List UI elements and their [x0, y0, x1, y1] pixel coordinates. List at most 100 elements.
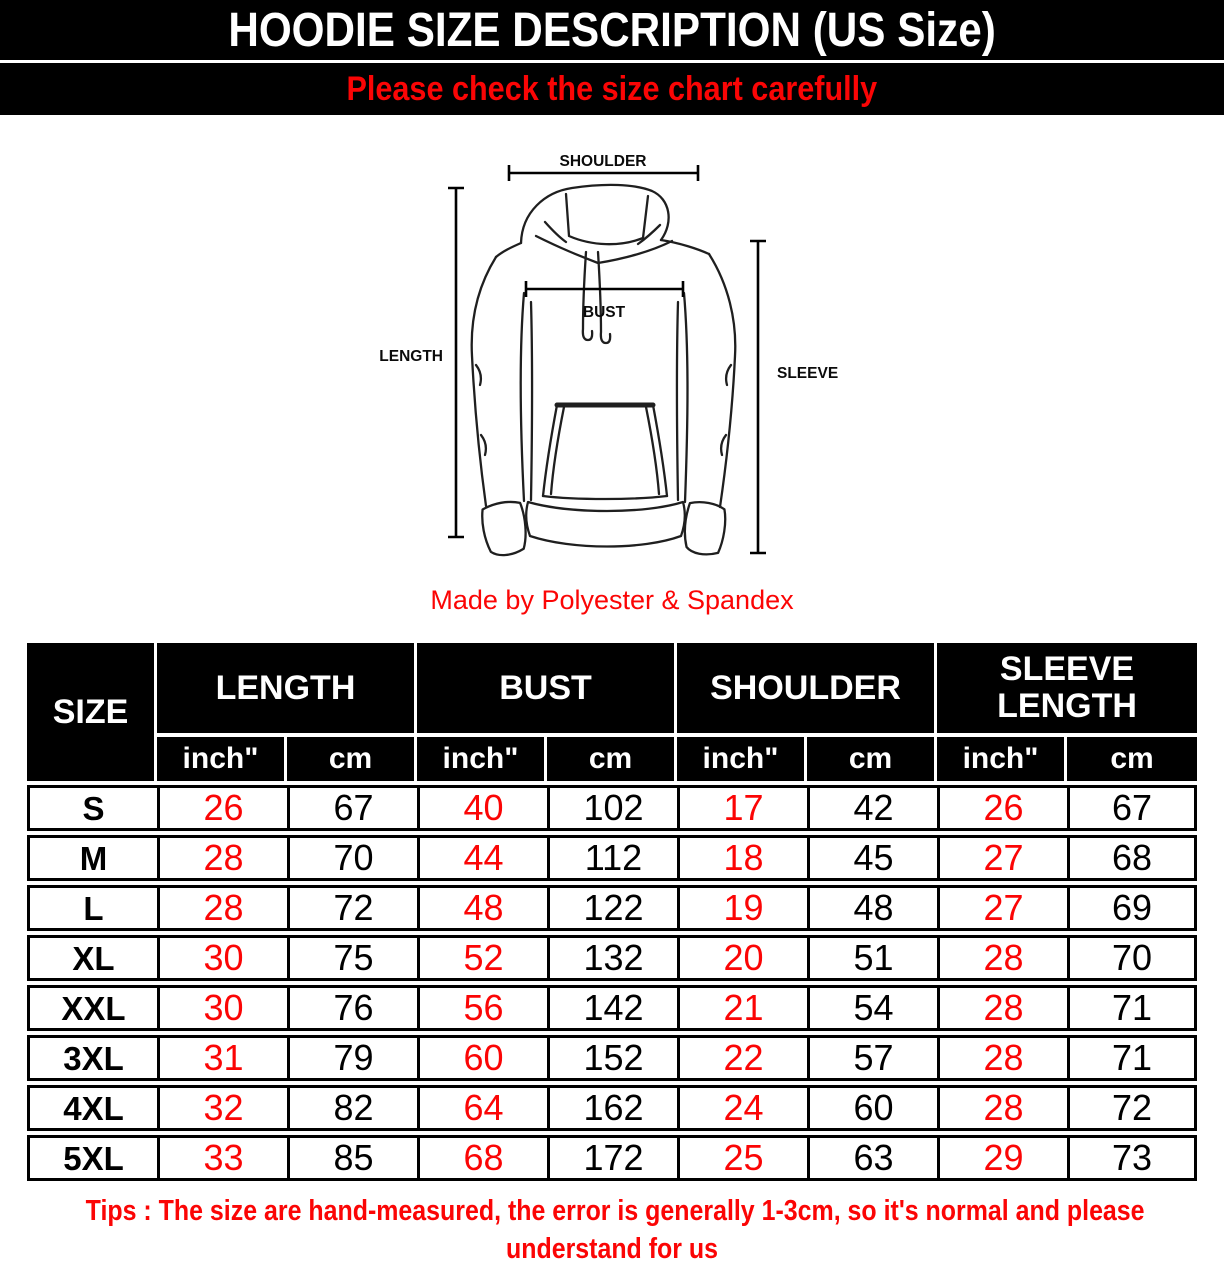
size-cell: 5XL — [27, 1135, 157, 1181]
shoulder-cm-cell: 42 — [807, 785, 938, 831]
table-row-xl: XL 30 75 52 132 20 51 28 70 — [27, 935, 1198, 981]
shoulder-cm-cell: 51 — [807, 935, 938, 981]
size-cell: 3XL — [27, 1035, 157, 1081]
hoodie-drawing — [470, 183, 737, 557]
shoulder-measure-line — [507, 165, 700, 181]
length-cm-cell: 70 — [287, 835, 417, 881]
sleeve-cm-cell: 71 — [1067, 1035, 1198, 1081]
tips-line-2: understand for us — [505, 1233, 718, 1265]
sleeve-inch-cell: 28 — [937, 1035, 1068, 1081]
length-cm-cell: 79 — [287, 1035, 417, 1081]
length-inch-cell: 28 — [157, 835, 287, 881]
sleeve-cm-cell: 73 — [1067, 1135, 1198, 1181]
bust-cm-cell: 162 — [547, 1085, 677, 1131]
sleeve-cm-cell: 67 — [1067, 785, 1198, 831]
length-cm-cell: 76 — [287, 985, 417, 1031]
tips-note: Tips : The size are hand-measured, the e… — [0, 1192, 1224, 1268]
sleeve-inch-cell: 29 — [937, 1135, 1068, 1181]
unit-header-cm: cm — [807, 737, 938, 781]
length-inch-cell: 30 — [157, 935, 287, 981]
left-sleeve — [470, 255, 526, 508]
shoulder-inch-cell: 24 — [677, 1085, 807, 1131]
title-banner: HOODIE SIZE DESCRIPTION (US Size) — [0, 0, 1224, 60]
sleeve-cm-cell: 70 — [1067, 935, 1198, 981]
table-row-xxl: XXL 30 76 56 142 21 54 28 71 — [27, 985, 1198, 1031]
sleeve-inch-cell: 27 — [937, 835, 1068, 881]
bust-inch-cell: 44 — [417, 835, 547, 881]
length-cm-cell: 72 — [287, 885, 417, 931]
shoulder-inch-cell: 17 — [677, 785, 807, 831]
col-header-sleeve-length: SLEEVE LENGTH — [937, 643, 1198, 733]
bust-cm-cell: 132 — [547, 935, 677, 981]
col-header-bust: BUST — [417, 643, 677, 733]
length-inch-cell: 26 — [157, 785, 287, 831]
unit-header-inch: inch" — [417, 737, 547, 781]
unit-header-inch: inch" — [937, 737, 1068, 781]
body-sides — [529, 300, 680, 502]
length-measure-line — [448, 186, 464, 539]
length-label: LENGTH — [379, 348, 443, 365]
shoulder-inch-cell: 20 — [677, 935, 807, 981]
sleeve-inch-cell: 28 — [937, 935, 1068, 981]
bust-inch-cell: 52 — [417, 935, 547, 981]
shoulder-cm-cell: 54 — [807, 985, 938, 1031]
bust-cm-cell: 142 — [547, 985, 677, 1031]
size-cell: L — [27, 885, 157, 931]
hood-opening — [564, 192, 650, 246]
length-inch-cell: 31 — [157, 1035, 287, 1081]
material-note: Made by Polyester & Spandex — [430, 585, 794, 615]
shoulder-cm-cell: 57 — [807, 1035, 938, 1081]
sleeve-inch-cell: 28 — [937, 985, 1068, 1031]
shoulder-inch-cell: 18 — [677, 835, 807, 881]
length-inch-cell: 32 — [157, 1085, 287, 1131]
length-cm-cell: 75 — [287, 935, 417, 981]
table-row-5xl: 5XL 33 85 68 172 25 63 29 73 — [27, 1135, 1198, 1181]
shoulder-seams — [494, 238, 711, 259]
length-inch-cell: 28 — [157, 885, 287, 931]
measurement-diagram-section: SHOULDER LENGTH BUST SLEEVE Made by Poly… — [0, 115, 1224, 615]
length-cm-cell: 67 — [287, 785, 417, 831]
bust-cm-cell: 152 — [547, 1035, 677, 1081]
bust-inch-cell: 68 — [417, 1135, 547, 1181]
table-row-4xl: 4XL 32 82 64 162 24 60 28 72 — [27, 1085, 1198, 1131]
size-cell: S — [27, 785, 157, 831]
bust-inch-cell: 60 — [417, 1035, 547, 1081]
shoulder-inch-cell: 25 — [677, 1135, 807, 1181]
unit-header-cm: cm — [1067, 737, 1198, 781]
size-cell: M — [27, 835, 157, 881]
bust-inch-cell: 48 — [417, 885, 547, 931]
subtitle-banner: Please check the size chart carefully — [0, 63, 1224, 115]
table-row-l: L 28 72 48 122 19 48 27 69 — [27, 885, 1198, 931]
sleeve-measure-line — [750, 239, 766, 555]
hem-band — [525, 500, 686, 548]
drawstrings — [581, 250, 612, 345]
sleeve-inch-cell: 27 — [937, 885, 1068, 931]
sleeve-cm-cell: 72 — [1067, 1085, 1198, 1131]
right-sleeve — [682, 252, 737, 509]
shoulder-inch-cell: 22 — [677, 1035, 807, 1081]
sleeve-cm-cell: 68 — [1067, 835, 1198, 881]
bust-cm-cell: 102 — [547, 785, 677, 831]
pocket-sides — [541, 403, 669, 498]
length-inch-cell: 33 — [157, 1135, 287, 1181]
bust-inch-cell: 40 — [417, 785, 547, 831]
right-cuff — [683, 501, 727, 556]
table-row-m: M 28 70 44 112 18 45 27 68 — [27, 835, 1198, 881]
length-inch-cell: 30 — [157, 985, 287, 1031]
shoulder-cm-cell: 45 — [807, 835, 938, 881]
sleeve-wrinkles — [474, 363, 733, 457]
unit-header-inch: inch" — [157, 737, 287, 781]
sleeve-label: SLEEVE — [777, 365, 838, 382]
bust-inch-cell: 64 — [417, 1085, 547, 1131]
shoulder-inch-cell: 21 — [677, 985, 807, 1031]
banner-divider — [0, 60, 1224, 63]
collar-creases — [543, 220, 662, 246]
table-row-3xl: 3XL 31 79 60 152 22 57 28 71 — [27, 1035, 1198, 1081]
sleeve-cm-cell: 69 — [1067, 885, 1198, 931]
shoulder-cm-cell: 63 — [807, 1135, 938, 1181]
bust-label: BUST — [583, 304, 626, 321]
bust-cm-cell: 172 — [547, 1135, 677, 1181]
shoulder-label: SHOULDER — [560, 153, 647, 170]
col-header-length: LENGTH — [157, 643, 417, 733]
